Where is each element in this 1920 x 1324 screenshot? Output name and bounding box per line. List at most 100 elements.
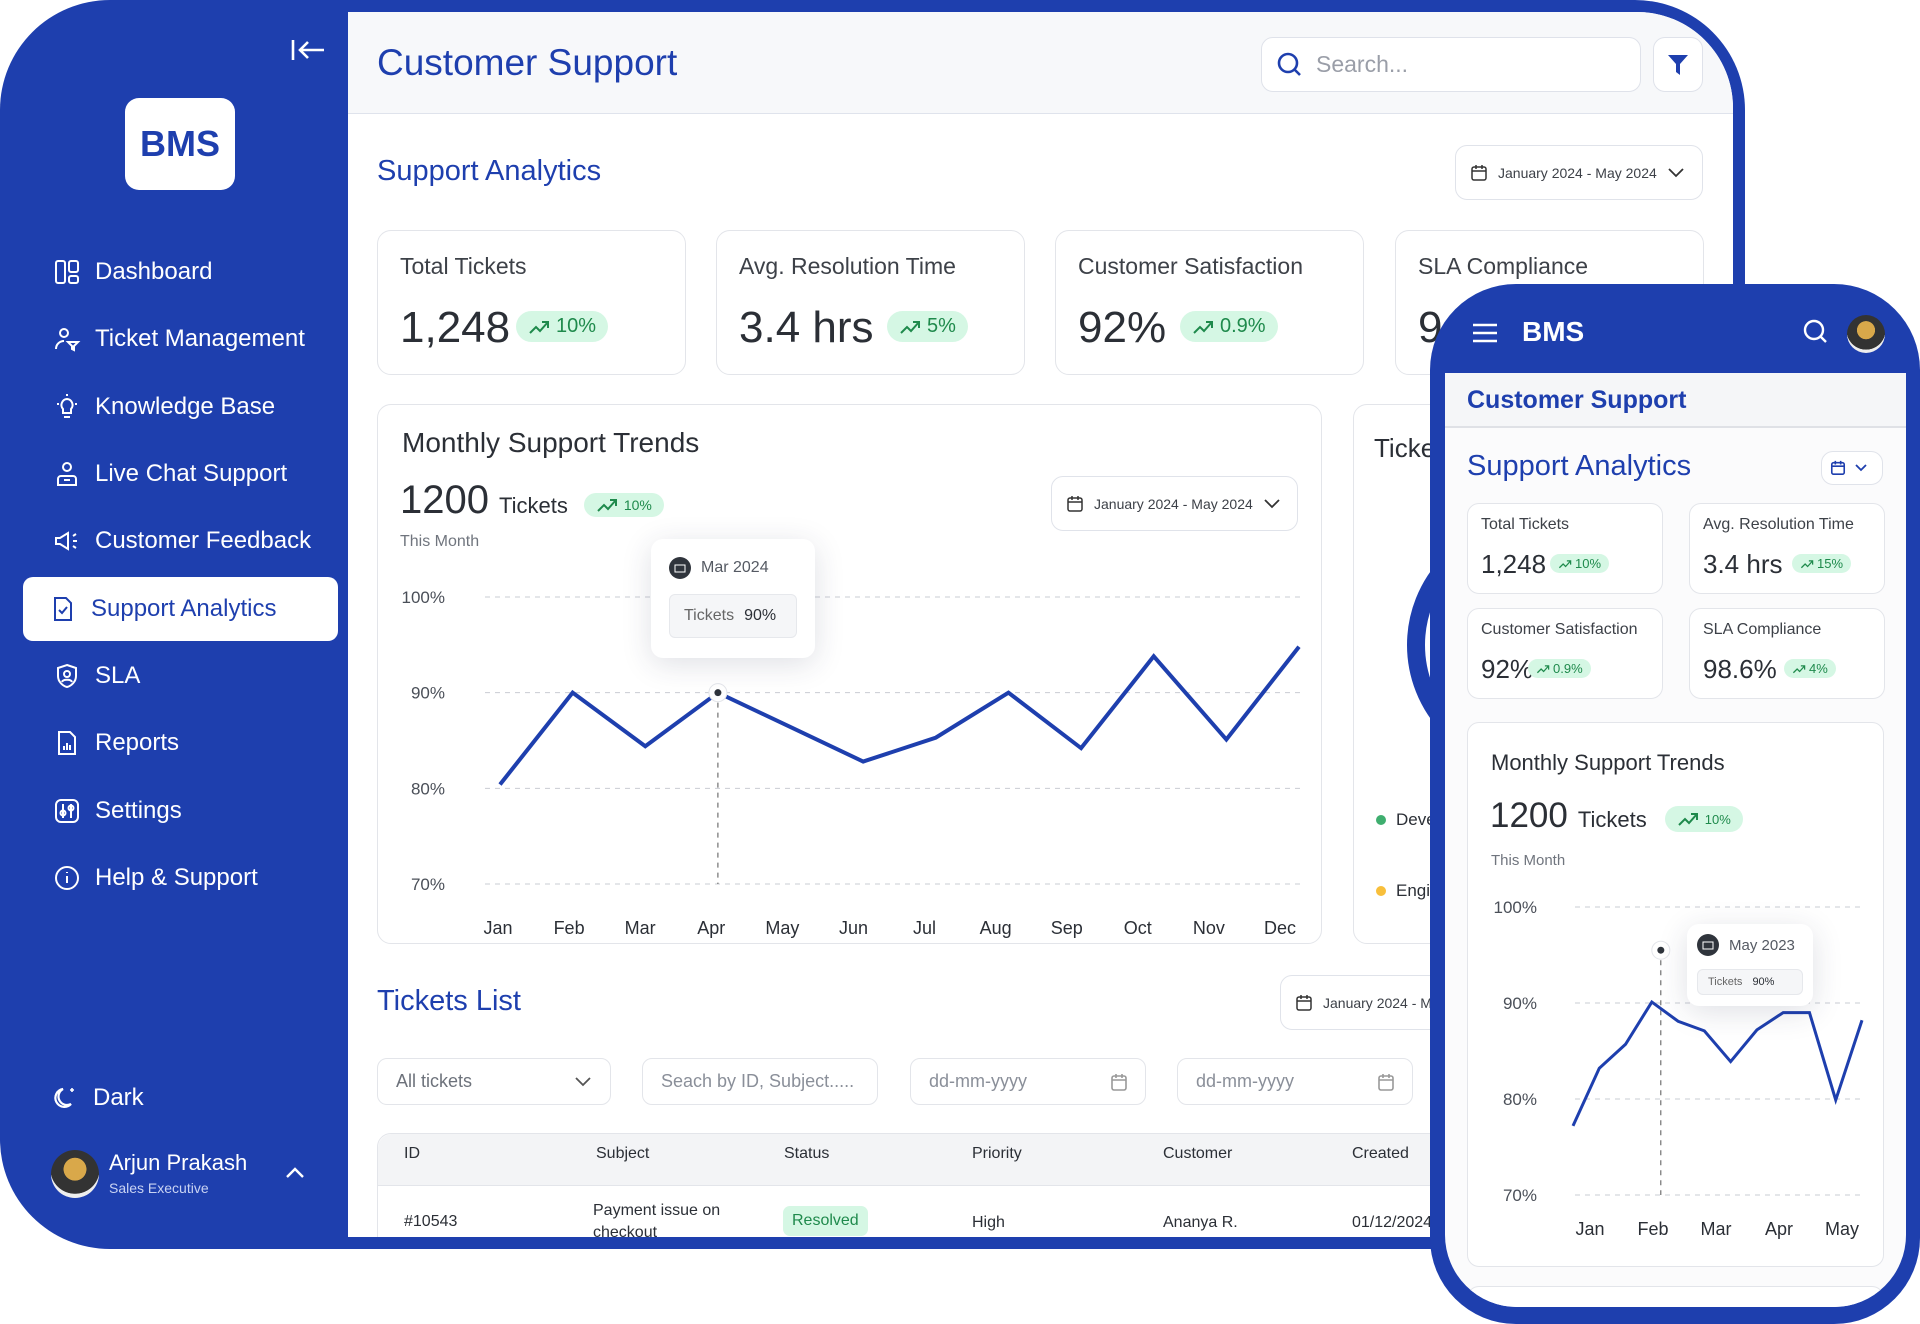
kpi-change-badge: 4% (1784, 659, 1836, 678)
date-range-picker[interactable]: January 2024 - May 2024 (1455, 145, 1703, 200)
mobile-next-card (1467, 1286, 1884, 1307)
sidebar-item-customer-feedback[interactable]: Customer Feedback (23, 509, 338, 573)
ticket-search-input[interactable]: Seach by ID, Subject..... (642, 1058, 878, 1105)
kpi-change: 10% (556, 315, 596, 338)
kpi-change: 0.9% (1220, 315, 1266, 338)
filter-button[interactable] (1653, 37, 1703, 92)
highlight-point-dot (1657, 947, 1664, 954)
section-title-tickets: Tickets List (377, 985, 521, 1018)
x-tick-label: Jan (483, 918, 512, 938)
mobile-content: Customer Support Support Analytics Total… (1445, 373, 1906, 1307)
y-tick-label: 80% (411, 779, 445, 798)
sidebar-item-dashboard[interactable]: Dashboard (23, 240, 338, 304)
sidebar-item-ticket-management[interactable]: Ticket Management (23, 307, 338, 371)
chevron-up-icon[interactable] (285, 1166, 305, 1180)
kpi-value: 98.6% (1703, 654, 1777, 685)
avatar[interactable] (51, 1150, 99, 1198)
cell-created: 01/12/2024 (1352, 1214, 1432, 1232)
date-from-input[interactable]: dd-mm-yyyy (910, 1058, 1146, 1105)
trends-title: Monthly Support Trends (402, 427, 699, 459)
kpi-label: Total Tickets (400, 253, 527, 280)
mobile-trends-title: Monthly Support Trends (1491, 750, 1725, 776)
sidebar-item-knowledge-base[interactable]: Knowledge Base (23, 375, 338, 439)
column-header-priority[interactable]: Priority (972, 1145, 1022, 1163)
search-icon[interactable] (1802, 318, 1830, 346)
logo[interactable]: BMS (125, 98, 235, 190)
mobile-frame: BMS Customer Support Support Analytics T… (1430, 284, 1920, 1324)
dark-mode-toggle[interactable]: Dark (23, 1066, 338, 1130)
kpi-label: Customer Satisfaction (1078, 253, 1303, 280)
column-header-id[interactable]: ID (404, 1145, 420, 1163)
sidebar-item-label: Help & Support (95, 864, 258, 892)
sidebar-item-live-chat-support[interactable]: Live Chat Support (23, 442, 338, 506)
sidebar-item-support-analytics[interactable]: Support Analytics (23, 577, 338, 641)
tickets-card-title: Ticke (1374, 433, 1435, 464)
highlight-point-dot (714, 689, 721, 696)
kpi-label: SLA Compliance (1418, 253, 1588, 280)
hamburger-menu-icon[interactable] (1471, 322, 1499, 344)
sidebar-item-settings[interactable]: Settings (23, 779, 338, 843)
mobile-page-title: Customer Support (1467, 386, 1686, 415)
column-header-subject[interactable]: Subject (596, 1145, 649, 1163)
x-tick-label: Dec (1264, 918, 1296, 938)
calendar-icon (1830, 460, 1846, 476)
date-to-input[interactable]: dd-mm-yyyy (1177, 1058, 1413, 1105)
x-tick-label: Jun (839, 918, 868, 938)
user-filter-icon (53, 325, 81, 353)
tickets-table (377, 1133, 1497, 1237)
kpi-value: 3.4 hrs (739, 303, 874, 353)
column-header-customer[interactable]: Customer (1163, 1145, 1232, 1163)
sliders-icon (53, 797, 81, 825)
x-tick-label: Oct (1124, 918, 1152, 938)
cell-id[interactable]: #10543 (404, 1213, 457, 1231)
kpi-change: 15% (1817, 556, 1843, 571)
avatar[interactable] (1847, 315, 1885, 353)
kpi-value: 1,248 (1481, 549, 1546, 580)
doc-check-icon (49, 595, 77, 623)
x-tick-label: Sep (1051, 918, 1083, 938)
kpi-value: 92% (1481, 654, 1533, 685)
trend-up-icon (899, 319, 921, 335)
column-header-created[interactable]: Created (1352, 1145, 1409, 1163)
trends-count: 1200 (400, 478, 489, 523)
legend-dot (1376, 815, 1386, 825)
sidebar-item-sla[interactable]: SLA (23, 644, 338, 708)
trend-up-icon (1677, 811, 1699, 827)
chevron-down-icon (1667, 167, 1685, 179)
sidebar-item-help-support[interactable]: Help & Support (23, 846, 338, 910)
sidebar-item-label: Settings (95, 797, 182, 825)
trends-unit: Tickets (499, 493, 568, 519)
x-tick-label: Feb (554, 918, 585, 938)
legend-label: Engi (1396, 881, 1430, 901)
legend-item: Deve (1376, 810, 1436, 830)
sidebar-item-label: Ticket Management (95, 325, 305, 353)
mobile-logo[interactable]: BMS (1522, 316, 1584, 348)
search-input[interactable]: Search... (1261, 37, 1641, 92)
cell-priority: High (972, 1214, 1005, 1232)
calendar-icon (1378, 1073, 1394, 1091)
sidebar-item-reports[interactable]: Reports (23, 711, 338, 775)
mobile-trends-unit: Tickets (1578, 807, 1647, 833)
column-header-status[interactable]: Status (784, 1145, 829, 1163)
trend-up-icon (528, 319, 550, 335)
mobile-trends-change: 10% (1705, 812, 1731, 827)
ticket-type-select[interactable]: All tickets (377, 1058, 611, 1105)
y-tick-label: 90% (1503, 994, 1537, 1013)
calendar-icon (1295, 994, 1313, 1012)
date-range-label: January 2024 - Ma (1323, 995, 1440, 1011)
trend-up-icon (1792, 664, 1806, 674)
mobile-trends-summary: 1200 Tickets 10% (1490, 796, 1743, 836)
trend-up-icon (1558, 559, 1572, 569)
collapse-left-icon[interactable] (290, 38, 328, 62)
chevron-down-icon (574, 1076, 592, 1088)
trends-date-picker[interactable]: January 2024 - May 2024 (1051, 476, 1298, 531)
sidebar-item-label: Knowledge Base (95, 393, 275, 421)
kpi-change: 4% (1809, 661, 1828, 676)
y-tick-label: 70% (411, 875, 445, 894)
trend-up-icon (1800, 559, 1814, 569)
mobile-date-picker[interactable] (1821, 451, 1883, 485)
